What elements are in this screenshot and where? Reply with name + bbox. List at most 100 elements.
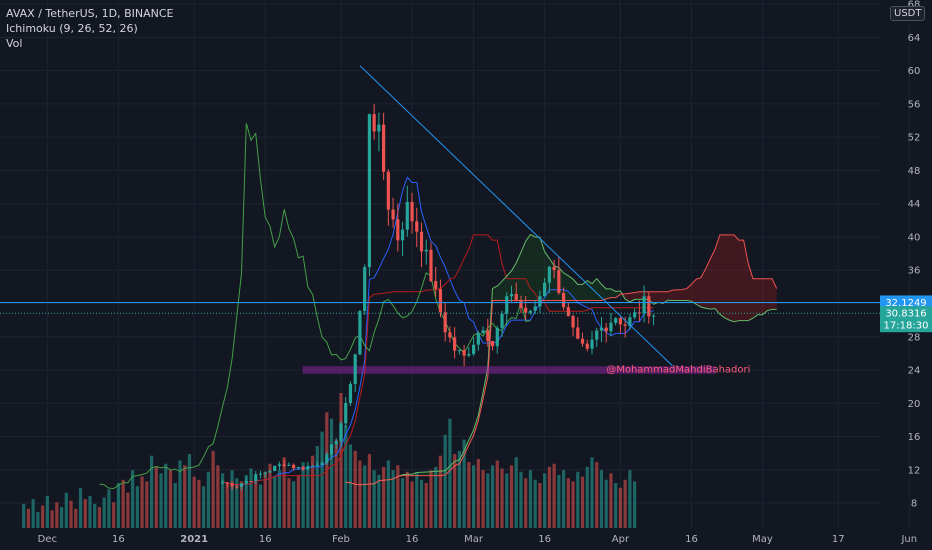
y-tick-label: 48 (908, 166, 921, 177)
candle-body (273, 465, 277, 472)
volume-legend[interactable]: Vol (6, 37, 23, 50)
cloud-segment (492, 285, 498, 301)
trendline[interactable] (359, 65, 673, 367)
candle-body (415, 221, 419, 232)
volume-bar (159, 473, 163, 528)
volume-bar (315, 446, 319, 528)
volume-bar (183, 465, 187, 528)
volume-bar (121, 479, 125, 528)
cloud-segment (729, 234, 735, 322)
candlesticks[interactable] (220, 104, 656, 491)
volume-bar (69, 500, 73, 528)
senkou-span-a (345, 233, 777, 486)
volume-bar (93, 503, 97, 528)
x-tick-label: Feb (332, 534, 350, 545)
candle-body (462, 350, 466, 356)
candle-body (235, 486, 239, 488)
candle-body (457, 350, 461, 352)
volume-bar (22, 503, 26, 528)
volume-bar (599, 470, 604, 528)
candle-body (543, 282, 547, 297)
candle-body (220, 482, 225, 484)
time-axis[interactable]: Dec16202116Feb16Mar16Apr16May17Jun16 (38, 534, 932, 545)
candle-body (614, 318, 618, 323)
volume-bar (107, 489, 111, 528)
currency-unit-badge[interactable]: USDT (890, 6, 926, 21)
volume-bar (377, 474, 381, 528)
volume-bar (543, 473, 547, 528)
volume-bar (88, 495, 92, 528)
cloud-segment (525, 234, 531, 301)
candle-body (405, 201, 409, 230)
volume-bar (614, 483, 618, 528)
volume-bar (415, 473, 419, 528)
candle-body (391, 209, 395, 220)
volume-bar (306, 466, 310, 528)
cloud-segment (596, 278, 602, 301)
candle-body (230, 483, 234, 487)
candle-body (500, 313, 504, 328)
y-tick-label: 52 (908, 133, 921, 144)
volume-bar (571, 481, 575, 528)
volume-bar (64, 492, 68, 528)
candle-body (372, 114, 376, 132)
volume-bar (145, 481, 149, 528)
volume-bar (45, 495, 49, 528)
volume-bar (83, 499, 87, 528)
volume-bar (348, 444, 353, 528)
volume-bar (453, 454, 457, 528)
volume-bar (490, 465, 495, 528)
y-tick-label: 44 (908, 199, 921, 210)
cloud-segment (648, 291, 654, 305)
candle-body (310, 465, 315, 467)
volume-bar (320, 431, 324, 528)
volume-bar (97, 507, 102, 528)
symbol-title[interactable]: AVAX / TetherUS, 1D, BINANCE (6, 7, 174, 20)
candle-body (239, 483, 244, 487)
cloud-segment (615, 290, 621, 298)
candle-body (367, 114, 372, 268)
candle-body (495, 327, 499, 347)
cloud-segment (421, 472, 427, 476)
support-zone-rect[interactable] (302, 366, 716, 374)
volume-bar (367, 454, 372, 528)
volume-bar (296, 474, 300, 528)
volume-bar (514, 457, 518, 528)
volume-bar (334, 439, 338, 528)
candle-body (277, 464, 282, 466)
descending-trendline[interactable] (359, 65, 673, 367)
kijun-line (222, 234, 654, 486)
cloud-segment (506, 270, 512, 301)
candle-body (448, 332, 452, 338)
volume-bar (258, 484, 263, 528)
volume-bar (604, 479, 608, 528)
volume-bar (585, 466, 589, 528)
volume-bar (263, 471, 267, 528)
y-tick-label: 40 (908, 232, 921, 243)
candle-body (396, 219, 400, 241)
volume-bar (164, 463, 168, 528)
support-zone[interactable]: @MohammadMahdiBahadori (302, 364, 750, 375)
candle-body (557, 270, 561, 294)
volume-bar (462, 439, 466, 528)
volume-bar (301, 462, 305, 528)
volume-bar (547, 466, 551, 528)
volume-bar (566, 478, 570, 528)
volume-bar (216, 465, 220, 528)
candle-body (486, 330, 490, 342)
candle-body (476, 333, 480, 345)
candle-body (329, 444, 334, 455)
candle-body (453, 337, 457, 351)
ichimoku-legend[interactable]: Ichimoku (9, 26, 52, 26) (6, 22, 138, 35)
candle-body (438, 288, 443, 313)
cloud-segment (658, 291, 664, 304)
volume-bar (220, 473, 225, 528)
candle-body (254, 474, 258, 482)
volume-bar (254, 479, 258, 528)
ichimoku-lines (99, 123, 778, 490)
volume-bar (628, 470, 632, 528)
author-watermark: @MohammadMahdiBahadori (606, 364, 750, 375)
cloud-segment (696, 277, 701, 307)
